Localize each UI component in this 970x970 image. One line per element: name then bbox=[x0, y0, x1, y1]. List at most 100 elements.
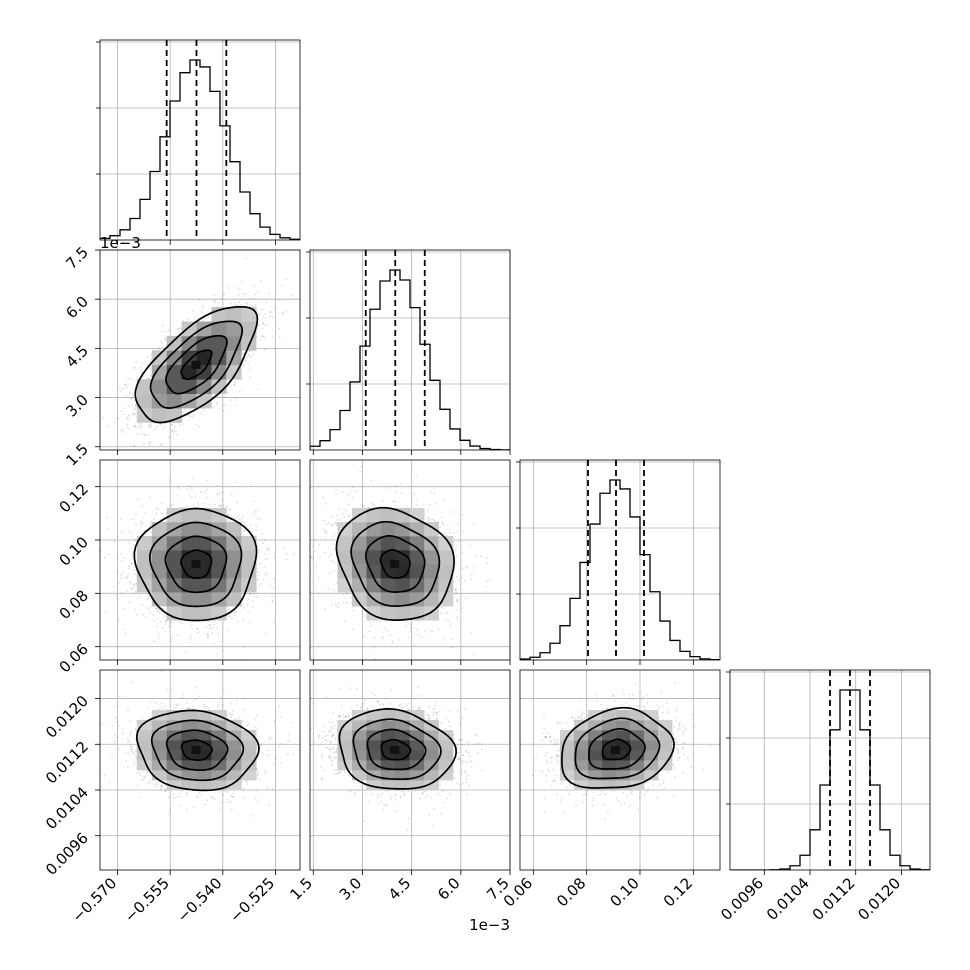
sample-point bbox=[150, 520, 152, 523]
sample-point bbox=[130, 563, 133, 566]
sample-point bbox=[135, 405, 138, 407]
sample-point bbox=[258, 549, 260, 552]
sample-point bbox=[132, 583, 135, 586]
sample-point bbox=[237, 620, 239, 623]
sample-point bbox=[252, 513, 255, 516]
sample-point bbox=[120, 530, 123, 533]
sample-point bbox=[116, 558, 119, 561]
sample-point bbox=[234, 610, 237, 613]
sample-point bbox=[265, 301, 268, 304]
sample-point bbox=[261, 335, 264, 338]
sample-point bbox=[169, 621, 172, 624]
sample-point bbox=[131, 413, 134, 416]
sample-point bbox=[261, 323, 264, 325]
sample-point bbox=[171, 430, 174, 432]
density-contour bbox=[149, 521, 243, 608]
sample-point bbox=[310, 557, 312, 559]
sample-point bbox=[120, 552, 123, 555]
sample-point bbox=[227, 514, 230, 516]
sample-point bbox=[107, 528, 110, 531]
sample-point bbox=[178, 620, 181, 623]
sample-point bbox=[262, 579, 265, 581]
density-cell bbox=[151, 550, 168, 565]
sample-point bbox=[244, 359, 247, 362]
sample-point bbox=[253, 595, 256, 598]
sample-point bbox=[124, 394, 127, 397]
sample-point bbox=[147, 433, 149, 436]
sample-point bbox=[134, 425, 136, 427]
sample-point bbox=[128, 581, 131, 583]
density-cell bbox=[226, 564, 242, 579]
sample-point bbox=[161, 324, 164, 327]
density-cell bbox=[196, 578, 212, 593]
sample-point bbox=[278, 327, 281, 330]
sample-point bbox=[117, 417, 119, 420]
sample-point bbox=[249, 621, 252, 623]
sample-point bbox=[244, 529, 246, 532]
sample-point bbox=[242, 364, 245, 366]
sample-point bbox=[113, 585, 115, 588]
sample-point bbox=[133, 538, 136, 540]
sample-point bbox=[133, 408, 136, 411]
sample-point bbox=[120, 592, 123, 594]
sample-point bbox=[158, 346, 161, 349]
sample-point bbox=[266, 323, 269, 326]
sample-point bbox=[256, 336, 259, 338]
sample-point bbox=[116, 571, 119, 574]
sample-point bbox=[239, 288, 241, 291]
sample-point bbox=[138, 422, 141, 425]
density-cell bbox=[226, 592, 242, 607]
sample-point bbox=[223, 404, 226, 406]
sample-point bbox=[180, 622, 183, 624]
sample-point bbox=[119, 390, 122, 392]
sample-point bbox=[219, 407, 221, 410]
sample-point bbox=[141, 604, 144, 606]
sample-point bbox=[182, 423, 185, 426]
density-cell bbox=[241, 321, 257, 337]
sample-point bbox=[266, 546, 268, 549]
sample-point bbox=[150, 374, 153, 377]
sample-point bbox=[204, 491, 207, 494]
sample-point bbox=[234, 397, 237, 400]
sample-point bbox=[266, 557, 269, 560]
sample-point bbox=[215, 627, 218, 630]
sample-point bbox=[262, 322, 265, 324]
sample-point bbox=[209, 624, 212, 627]
sample-point bbox=[125, 386, 128, 388]
sample-point bbox=[412, 643, 415, 646]
sample-point bbox=[191, 487, 193, 490]
density-cell bbox=[241, 335, 257, 351]
sample-point bbox=[128, 565, 131, 568]
sample-point bbox=[148, 444, 151, 446]
sample-point bbox=[130, 378, 133, 381]
sample-point bbox=[128, 414, 130, 417]
sample-point bbox=[137, 597, 140, 599]
sample-point bbox=[122, 556, 125, 559]
sample-point bbox=[173, 428, 175, 431]
sample-point bbox=[118, 582, 120, 584]
sample-point bbox=[118, 387, 121, 389]
sample-point bbox=[142, 375, 145, 378]
sample-point bbox=[134, 591, 137, 593]
sample-point bbox=[262, 315, 264, 318]
y-tick-label: 0.10 bbox=[56, 533, 92, 569]
sample-point bbox=[255, 529, 258, 532]
sample-point bbox=[256, 517, 259, 520]
sample-point bbox=[200, 309, 203, 312]
sample-point bbox=[127, 377, 130, 380]
sample-point bbox=[128, 601, 131, 604]
sample-point bbox=[142, 443, 145, 445]
sample-point bbox=[191, 477, 194, 479]
sample-point bbox=[115, 594, 118, 597]
sample-point bbox=[124, 384, 126, 386]
sample-point bbox=[134, 405, 136, 408]
sample-point bbox=[256, 594, 259, 597]
sample-point bbox=[144, 616, 147, 618]
sample-point bbox=[171, 424, 174, 426]
density-cell bbox=[196, 321, 212, 337]
sample-point bbox=[130, 532, 133, 534]
density-cell bbox=[181, 578, 197, 593]
sample-point bbox=[242, 515, 245, 517]
sample-point bbox=[159, 423, 162, 426]
sample-point bbox=[203, 409, 206, 412]
